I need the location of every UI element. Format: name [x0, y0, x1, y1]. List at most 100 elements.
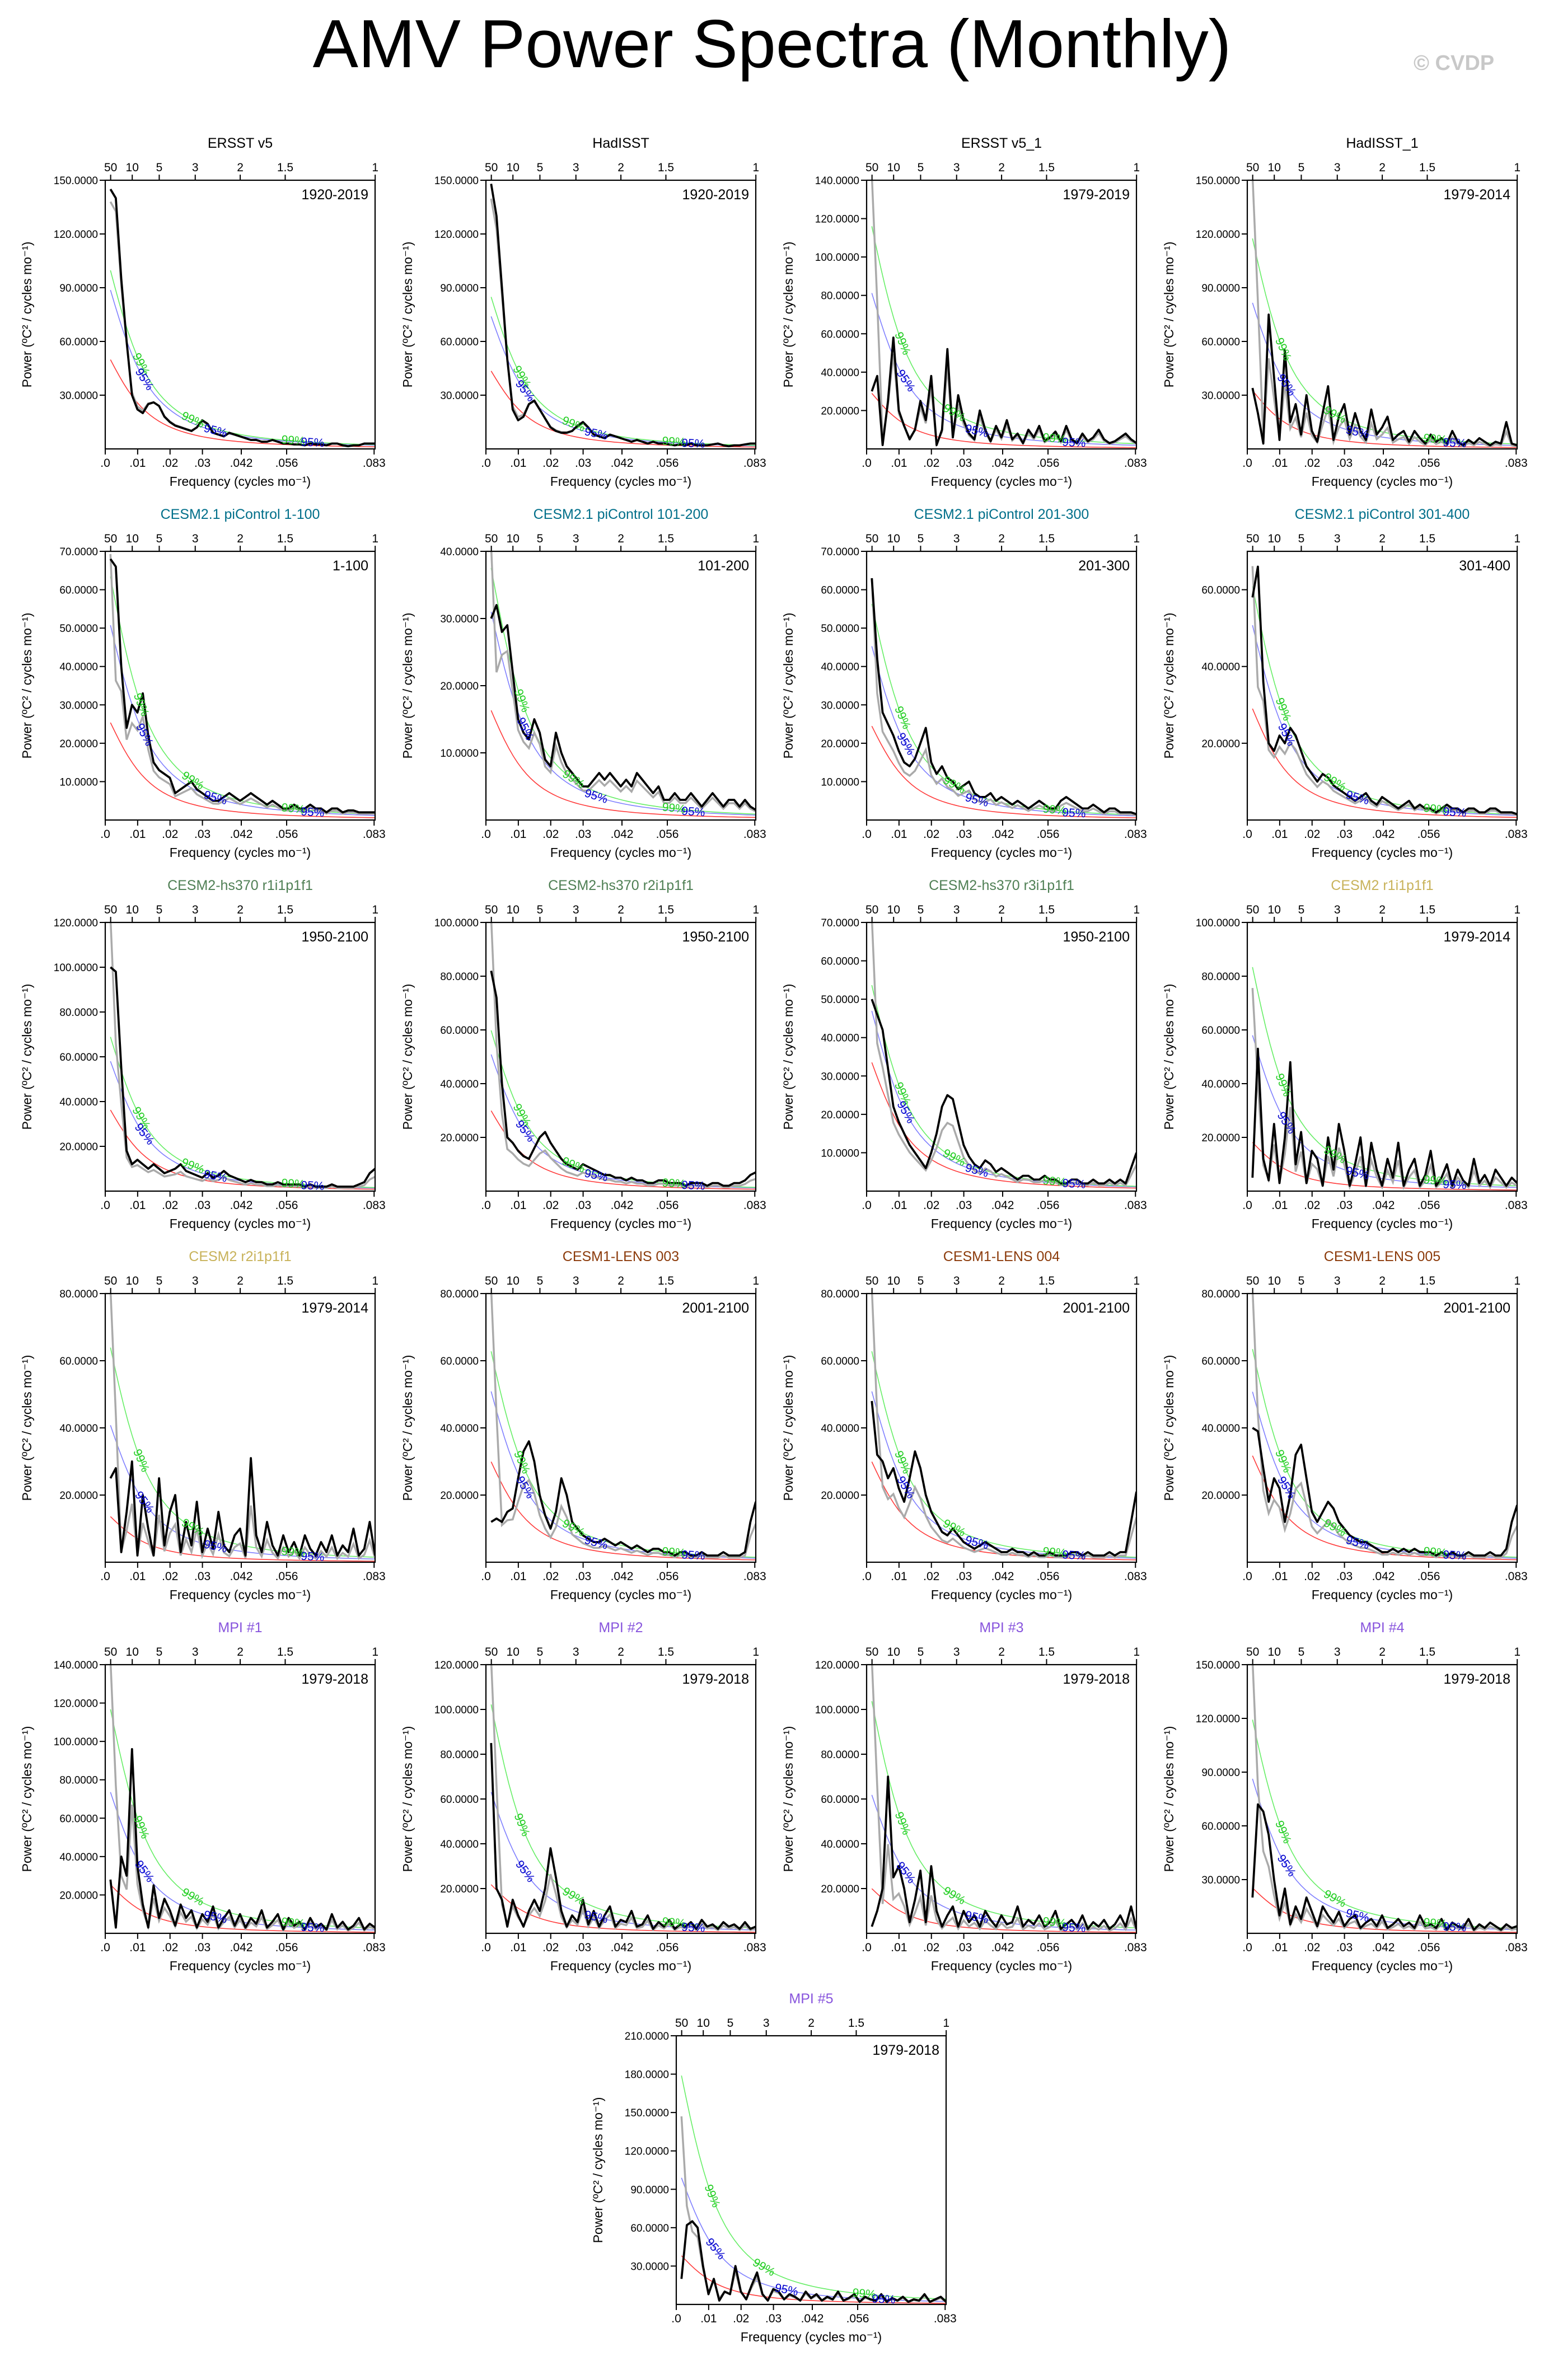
period-tick-label: 1 [1514, 903, 1520, 916]
reference-spectrum-line [871, 1665, 1136, 1932]
red-noise-line [871, 1888, 1136, 1933]
sig99-line [490, 1351, 756, 1558]
x-tick-label: .0 [1242, 1199, 1252, 1212]
x-axis-label: Frequency (cycles mo⁻¹) [931, 1959, 1072, 1973]
sig99-label: 99% [1423, 1173, 1448, 1188]
plot-frame [104, 550, 376, 821]
period-tick-label: 1 [752, 532, 759, 545]
x-tick-label: .0 [862, 828, 872, 841]
x-tick-label: .02 [542, 457, 559, 470]
sig99-label: 99% [180, 1886, 207, 1909]
period-tick-label: 2 [617, 903, 624, 916]
sig99-label: 99% [941, 1146, 967, 1169]
plot-area: 99%99%99%95%95%95% [490, 551, 756, 819]
period-tick-label: 3 [192, 903, 199, 916]
plot-frame [104, 179, 376, 450]
x-tick-label: .0 [481, 828, 491, 841]
reference-spectrum-line [109, 922, 375, 1189]
period-tick-label: 1.5 [1419, 161, 1435, 174]
x-axis-label: Frequency (cycles mo⁻¹) [1312, 1959, 1453, 1973]
reference-spectrum-line [1251, 988, 1517, 1191]
x-tick-label: .01 [510, 828, 526, 841]
sig95-label: 95% [301, 435, 325, 449]
sig95-label: 95% [774, 2281, 799, 2299]
sig99-label: 99% [701, 2182, 722, 2209]
x-tick-label: .042 [230, 828, 253, 841]
y-axis-label: Power (ºC² / cycles mo⁻¹) [591, 2097, 605, 2243]
y-tick-label: 20.0000 [59, 1141, 98, 1153]
y-tick-label: 60.0000 [821, 329, 859, 340]
x-tick-label: .083 [1124, 828, 1147, 841]
x-tick-label: .01 [891, 1570, 907, 1583]
x-axis-label: Frequency (cycles mo⁻¹) [170, 1959, 311, 1973]
x-tick-label: .02 [1304, 1570, 1320, 1583]
reference-spectrum-line [871, 1294, 1136, 1559]
red-noise-line [490, 1461, 756, 1561]
y-axis-label: Power (ºC² / cycles mo⁻¹) [1162, 1355, 1176, 1501]
sig99-label: 99% [892, 704, 913, 731]
period-tick-label: 1 [752, 1275, 759, 1287]
chart-panel: MPI #5 50 10 5 3 2 1.5 1 30.0000 60.0000 90.0000 12… [591, 1991, 957, 2344]
plot-frame [1246, 550, 1518, 821]
period-tick-label: 10 [507, 532, 520, 545]
plot-area: 99%99%99%95%95%95% [871, 1665, 1136, 1933]
x-tick-label: .01 [129, 828, 146, 841]
period-tick-label: 5 [537, 1275, 544, 1287]
sig95-label: 95% [964, 422, 990, 440]
sig99-label: 99% [852, 2287, 877, 2302]
red-noise-line [871, 393, 1136, 448]
sig99-line [681, 2075, 946, 2300]
period-tick-label: 3 [573, 903, 579, 916]
x-tick-label: .01 [891, 1941, 907, 1954]
y-tick-label: 40.0000 [821, 1033, 859, 1044]
period-tick-label: 2 [237, 161, 244, 174]
y-tick-label: 60.0000 [1201, 336, 1240, 348]
chart-panel: CESM2.1 piControl 101-200 50 10 5 3 2 1.5 1 10.0… [400, 507, 766, 860]
x-tick-label: .02 [923, 457, 939, 470]
cvdp-watermark: © CVDP [1414, 51, 1495, 75]
x-tick-label: .056 [275, 1941, 298, 1954]
x-tick-label: .03 [194, 457, 210, 470]
y-axis-label: Power (ºC² / cycles mo⁻¹) [400, 984, 415, 1130]
plot-frame [485, 179, 757, 450]
period-tick-label: 50 [104, 1275, 117, 1287]
x-tick-label: .083 [1124, 1941, 1147, 1954]
sig95-label: 95% [872, 2293, 896, 2307]
reference-spectrum-line [1251, 566, 1517, 817]
plot-frame [865, 1292, 1138, 1563]
period-tick-label: 10 [126, 1275, 139, 1287]
y-tick-label: 70.0000 [59, 546, 98, 558]
reference-spectrum-line [871, 578, 1136, 817]
reference-spectrum-line [871, 922, 1136, 1187]
period-tick-label: 2 [237, 1275, 244, 1287]
red-noise-line [490, 371, 756, 448]
period-tick-label: 1.5 [1038, 903, 1055, 916]
panel-title: CESM2-hs370 r2i1p1f1 [548, 878, 694, 893]
sig95-line [871, 293, 1136, 446]
y-tick-label: 20.0000 [440, 1132, 479, 1144]
x-tick-label: .042 [1372, 1941, 1395, 1954]
period-tick-label: 50 [865, 1646, 878, 1658]
y-tick-label: 20.0000 [1201, 1132, 1240, 1144]
sig99-line [110, 576, 375, 815]
spectrum-line [490, 604, 756, 811]
period-tick-label: 1.5 [277, 532, 293, 545]
sig95-label: 95% [1345, 423, 1370, 441]
y-axis-label: Power (ºC² / cycles mo⁻¹) [400, 1726, 415, 1872]
y-tick-label: 120.0000 [54, 917, 98, 929]
y-tick-label: 40.0000 [1201, 662, 1240, 673]
period-tick-label: 10 [1268, 532, 1281, 545]
x-tick-label: .0 [481, 1570, 491, 1583]
period-tick-label: 1.5 [277, 903, 293, 916]
sig95-label: 95% [203, 1538, 228, 1555]
sig99-label: 99% [281, 1177, 305, 1191]
period-tick-label: 10 [507, 1275, 520, 1287]
spectrum-line [1251, 1047, 1517, 1187]
period-tick-label: 1.5 [658, 161, 674, 174]
plot-area: 99%99%99%95%95%95% [1251, 1665, 1517, 1933]
plot-area: 99%99%99%95%95%95% [871, 180, 1136, 449]
x-axis-label: Frequency (cycles mo⁻¹) [170, 845, 311, 860]
period-tick-label: 1.5 [658, 532, 674, 545]
reference-spectrum-line [1251, 180, 1517, 448]
sig99-label: 99% [1272, 336, 1294, 363]
